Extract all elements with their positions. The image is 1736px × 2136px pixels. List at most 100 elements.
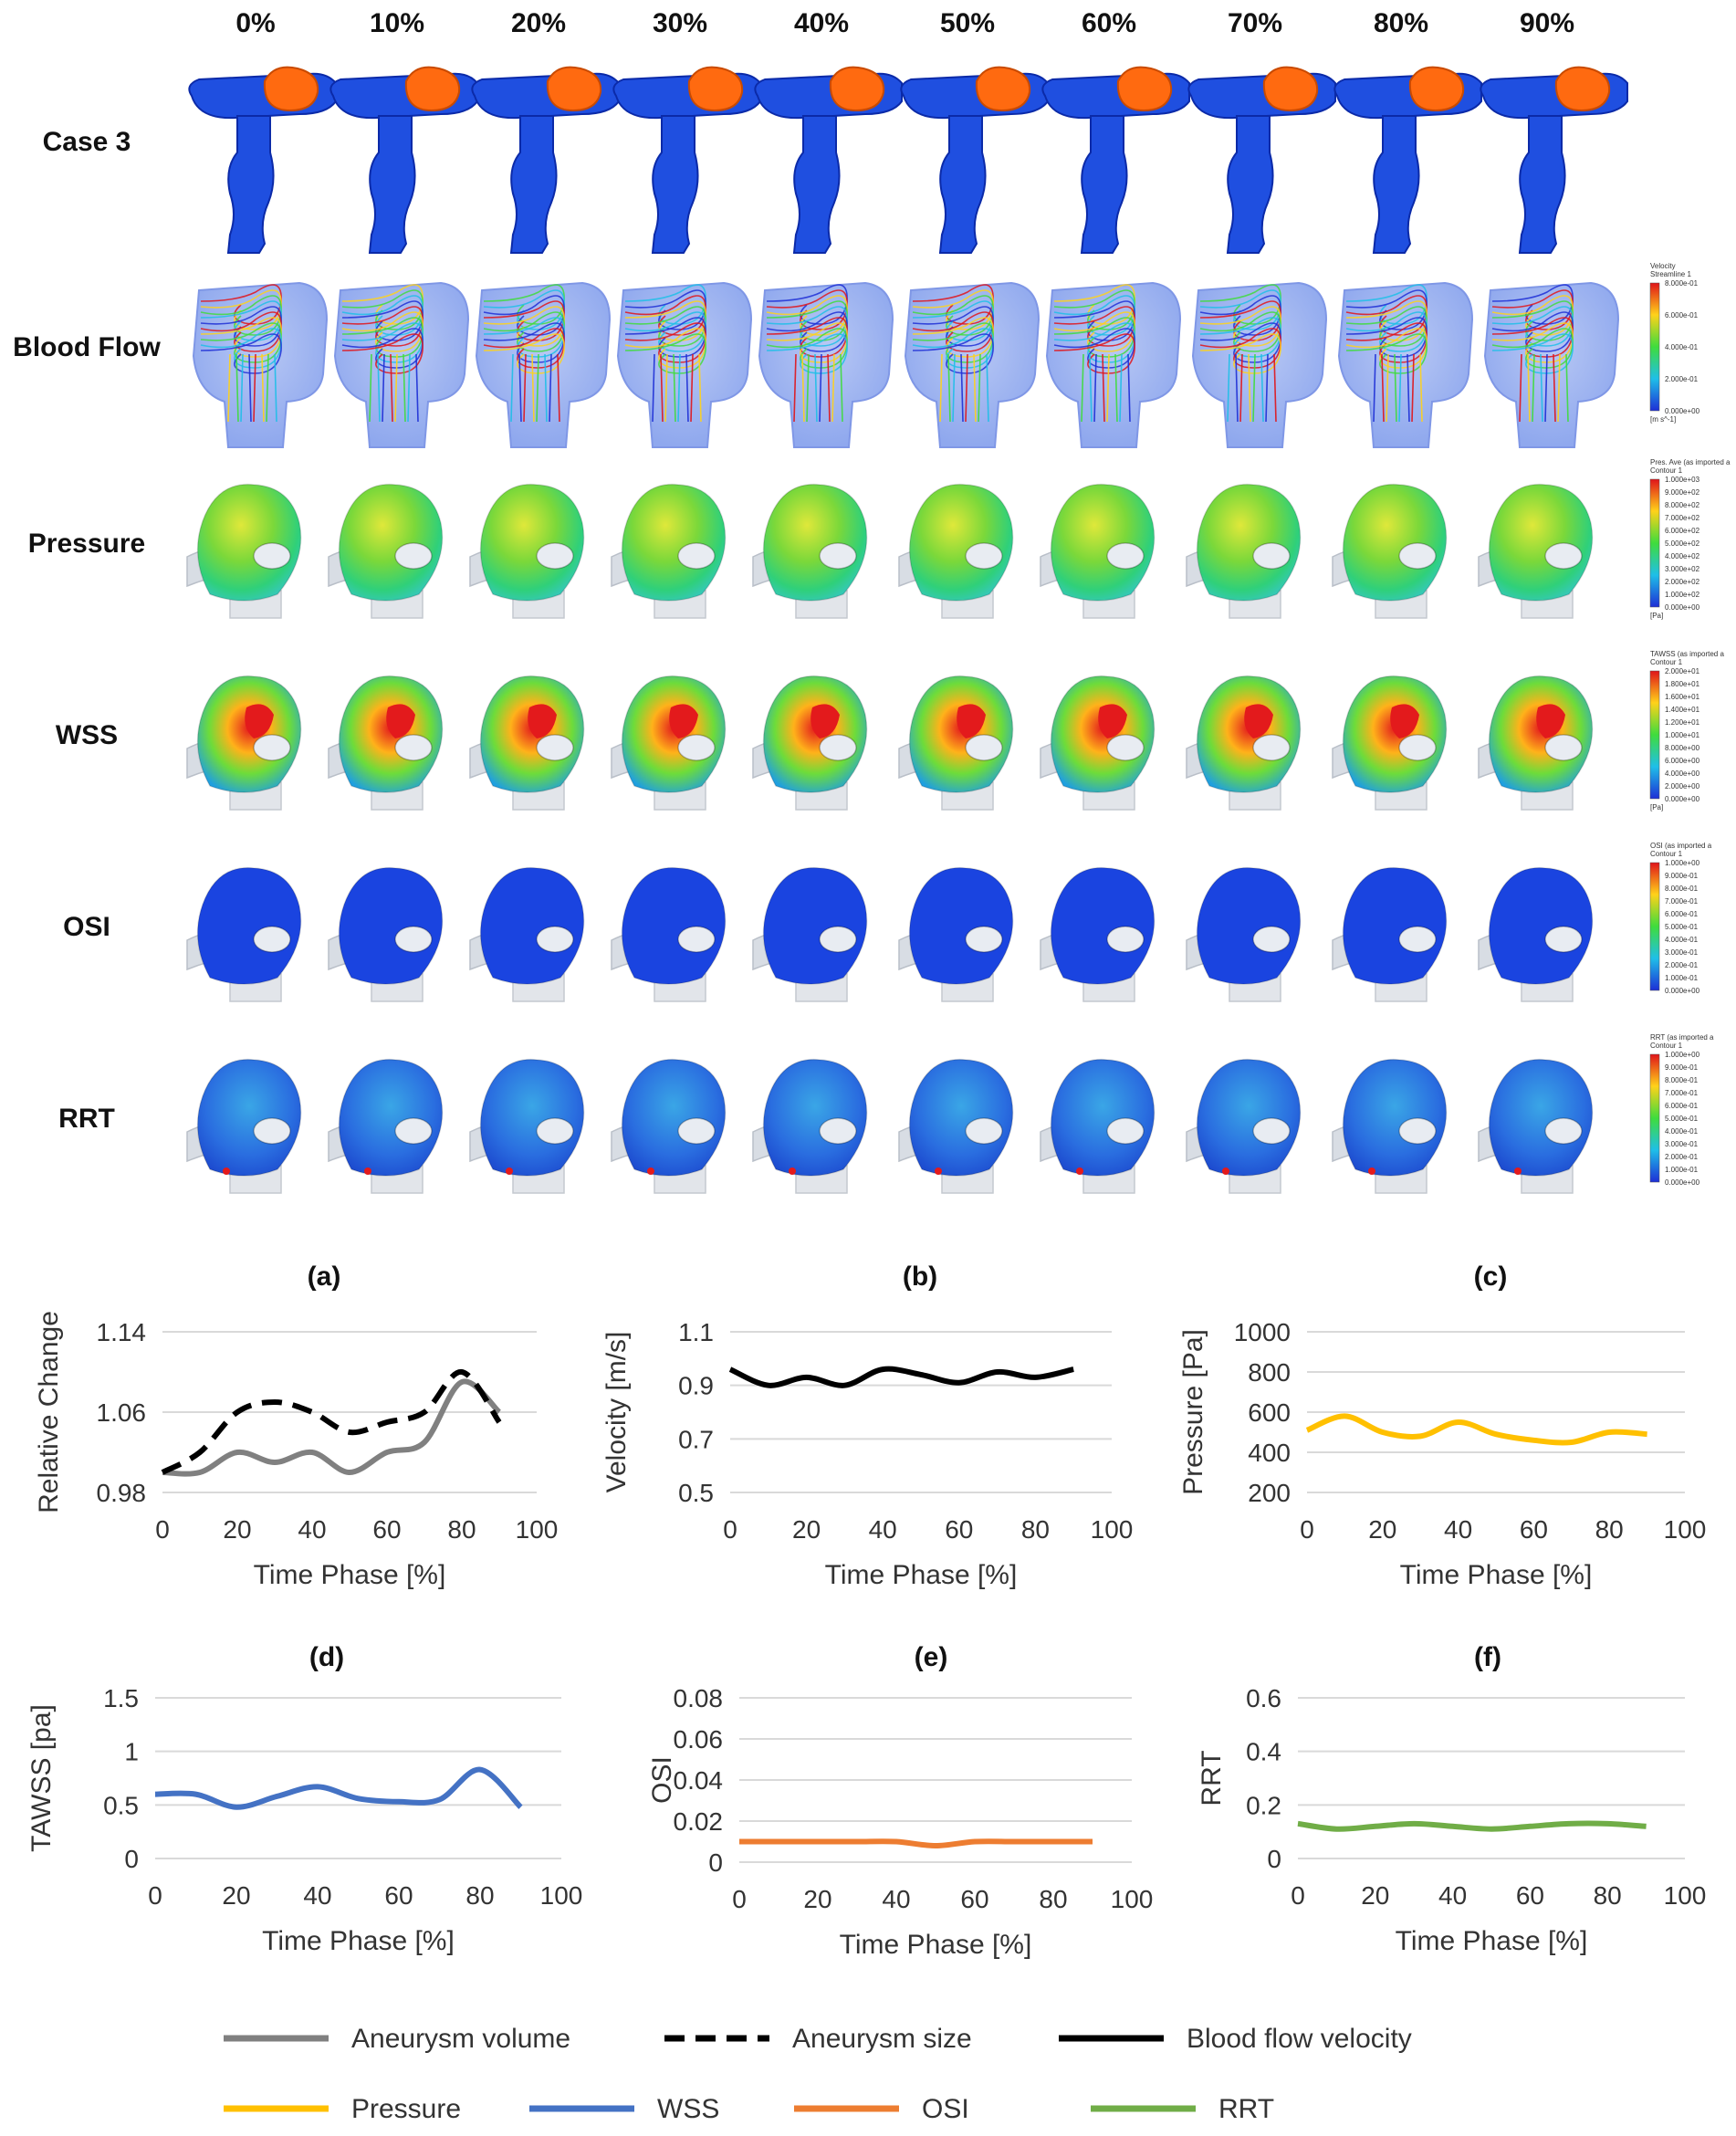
streamline xyxy=(1235,353,1239,423)
streamline xyxy=(248,353,252,423)
y-tick-label: 0.4 xyxy=(1246,1738,1281,1766)
y-tick-label: 0 xyxy=(708,1848,723,1877)
colorbar-tick-label: 0.000e+00 xyxy=(1665,795,1700,803)
shape-thumbnail-6 xyxy=(1041,66,1190,254)
y-tick-label: 0.9 xyxy=(678,1372,714,1400)
y-tick-label: 1.14 xyxy=(97,1318,147,1346)
rrt-dome-shape xyxy=(621,1058,727,1177)
wss-thumbnail-9 xyxy=(1478,675,1594,811)
rrt-hotspot-shape xyxy=(935,1167,942,1175)
osi-dome-shape xyxy=(1342,866,1448,985)
colorbar-tick-label: 3.000e-01 xyxy=(1665,1140,1699,1148)
vessel-opening-shape xyxy=(394,734,433,761)
colorbar-tick-label: 7.000e-01 xyxy=(1665,1089,1699,1097)
colorbar-tick-label: 2.000e-01 xyxy=(1665,375,1699,383)
flow-thumbnail-9 xyxy=(1483,281,1620,448)
row-label-wss: WSS xyxy=(56,720,118,750)
streamline xyxy=(660,353,664,423)
y-tick-label: 0.7 xyxy=(678,1425,714,1453)
legend-label: RRT xyxy=(1218,2094,1274,2124)
wss-dome-shape xyxy=(1196,675,1302,793)
y-axis-label: TAWSS [pa] xyxy=(26,1704,57,1852)
colorbar-title: OSI (as imported a xyxy=(1650,842,1712,850)
colorbar-gradient xyxy=(1649,862,1660,991)
vessel-opening-shape xyxy=(536,734,574,761)
colorbar-gradient xyxy=(1649,1053,1660,1183)
row-label-shape: Case 3 xyxy=(43,127,131,157)
phase-header-1: 10% xyxy=(370,8,424,38)
x-tick-label: 100 xyxy=(1664,1515,1707,1544)
colorbar-tick-label: 1.000e-01 xyxy=(1665,1166,1699,1174)
rrt-thumbnail-2 xyxy=(469,1058,585,1194)
shape-thumbnail-4 xyxy=(754,66,903,254)
streamline xyxy=(1557,353,1561,423)
streamline xyxy=(1386,353,1389,423)
streamline xyxy=(523,353,527,423)
y-axis-label: Relative Change xyxy=(34,1311,64,1513)
x-tick-label: 20 xyxy=(222,1881,250,1910)
flow-thumbnail-8 xyxy=(1337,281,1474,448)
y-tick-label: 0.5 xyxy=(103,1791,139,1819)
streamline xyxy=(978,353,981,423)
x-tick-label: 20 xyxy=(803,1885,831,1913)
series-line-osi xyxy=(738,1838,1093,1848)
vessel-opening-shape xyxy=(677,926,716,953)
wss-hotspot-shape xyxy=(810,704,840,738)
colorbar-tick-label: 1.200e+01 xyxy=(1665,718,1700,727)
streamline xyxy=(1565,353,1569,423)
vessel-opening-shape xyxy=(1252,734,1291,761)
osi-dome-shape xyxy=(1196,866,1302,985)
branch-vessel-shape xyxy=(1080,115,1128,254)
wss-thumbnail-5 xyxy=(898,675,1014,811)
osi-dome-shape xyxy=(338,866,444,985)
rrt-thumbnail-8 xyxy=(1332,1058,1448,1194)
colorbar-tick-label: 4.000e-01 xyxy=(1665,343,1699,351)
colorbar-tick-label: 4.000e-01 xyxy=(1665,1127,1699,1136)
streamline xyxy=(1252,353,1256,423)
x-tick-label: 60 xyxy=(1516,1881,1544,1910)
aneurysm-dome-shape xyxy=(829,66,885,112)
wss-hotspot-shape xyxy=(528,704,557,738)
pressure-dome-shape xyxy=(1488,483,1594,602)
osi-thumbnail-8 xyxy=(1332,866,1448,1002)
colorbar-title: Streamline 1 xyxy=(1650,270,1691,278)
streamline xyxy=(1239,353,1243,423)
pressure-dome-shape xyxy=(1196,483,1302,602)
phase-header-8: 80% xyxy=(1374,8,1428,38)
shape-thumbnail-9 xyxy=(1480,66,1628,254)
series-line-blood-flow-velocity xyxy=(728,1366,1074,1388)
x-tick-label: 40 xyxy=(882,1885,910,1913)
osi-dome-shape xyxy=(762,866,868,985)
vessel-opening-shape xyxy=(1544,1117,1583,1145)
colorbar-tick-label: 8.000e+02 xyxy=(1665,501,1700,509)
x-tick-label: 20 xyxy=(792,1515,821,1544)
streamline xyxy=(227,353,231,423)
streamline xyxy=(677,353,681,423)
x-tick-label: 20 xyxy=(1361,1881,1389,1910)
colorbar-tick-label: 9.000e-01 xyxy=(1665,1063,1699,1072)
vessel-opening-shape xyxy=(965,1117,1003,1145)
colorbar-tick-label: 7.000e+02 xyxy=(1665,514,1700,522)
aneurysm-dome-shape xyxy=(1262,66,1319,112)
streamline xyxy=(390,353,393,423)
y-tick-label: 0.98 xyxy=(97,1479,147,1507)
streamline xyxy=(1106,353,1110,423)
chart-d: (d) 0 0.5 1 1.5 0 20 40 60 80 100 Time Phase [%] TAW… xyxy=(26,1642,582,1956)
streamline xyxy=(549,353,552,423)
row-label-osi: OSI xyxy=(63,912,110,942)
colorbar-tick-label: 8.000e-01 xyxy=(1665,1076,1699,1084)
y-tick-label: 200 xyxy=(1248,1479,1291,1507)
aneurysm-dome-shape xyxy=(687,66,744,112)
colorbar-tick-label: 1.000e+02 xyxy=(1665,591,1700,599)
wss-dome-shape xyxy=(1342,675,1448,793)
colorbar-gradient xyxy=(1649,670,1660,800)
colorbar-tick-label: 1.000e+00 xyxy=(1665,859,1700,867)
x-tick-label: 100 xyxy=(1111,1885,1154,1913)
x-tick-label: 0 xyxy=(1291,1881,1305,1910)
chart-panel-label: (d) xyxy=(309,1642,344,1672)
x-axis-label: Time Phase [%] xyxy=(1396,1926,1588,1956)
wss-dome-shape xyxy=(908,675,1014,793)
pressure-thumbnail-0 xyxy=(186,483,302,619)
y-tick-label: 1 xyxy=(124,1738,139,1766)
